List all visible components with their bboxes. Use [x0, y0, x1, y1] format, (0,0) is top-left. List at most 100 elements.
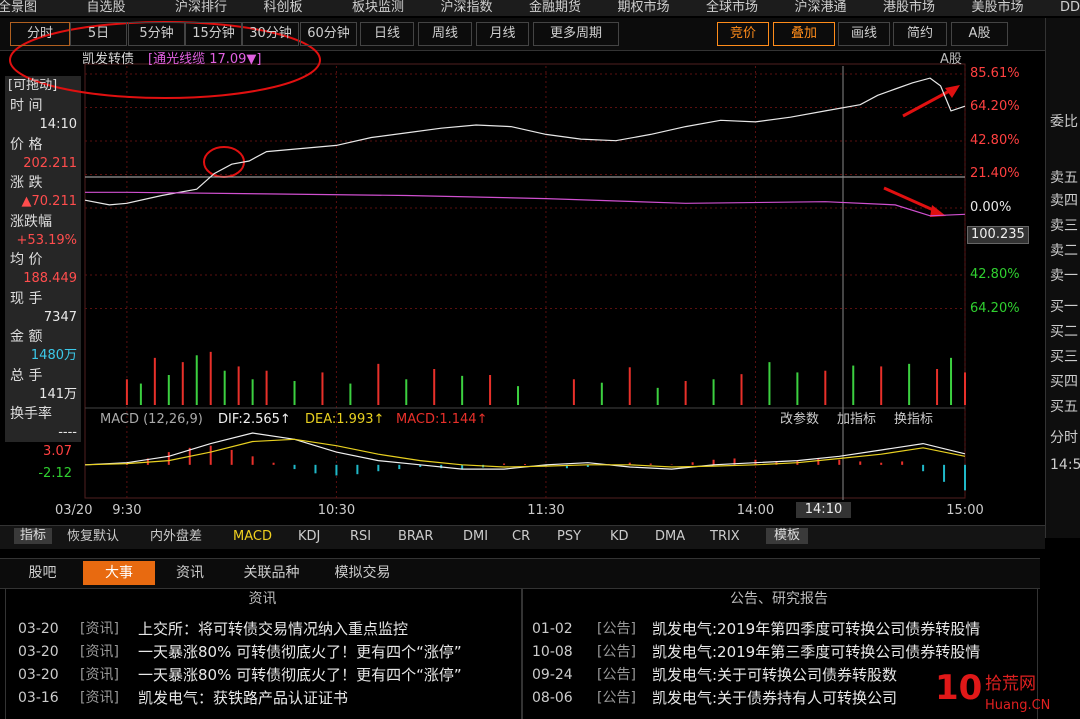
- row-tag[interactable]: [公告]: [597, 667, 636, 683]
- volume-bar: [349, 383, 352, 405]
- period-button[interactable]: 周线: [418, 22, 472, 46]
- macd-button[interactable]: 换指标: [894, 412, 934, 427]
- row-tag[interactable]: [公告]: [597, 621, 636, 637]
- indicator-tab[interactable]: TRIX: [710, 529, 740, 544]
- indicator-tab[interactable]: MACD: [233, 529, 272, 544]
- row-tag[interactable]: [资讯]: [80, 690, 119, 706]
- info-value: 7347: [43, 309, 77, 325]
- indicator-button[interactable]: 指标: [14, 528, 52, 544]
- period-button[interactable]: 更多周期: [533, 22, 619, 46]
- volume-bar: [600, 382, 603, 405]
- menu-item[interactable]: 沪深指数: [440, 0, 493, 15]
- tool-button[interactable]: 画线: [838, 22, 890, 46]
- macd-bar: [335, 464, 338, 476]
- row-text[interactable]: 凯发电气:2019年第三季度可转换公司债券转股情: [652, 644, 981, 660]
- row-text[interactable]: 凯发电气:关于债券持有人可转换公司: [652, 690, 898, 706]
- row-date[interactable]: 09-24: [532, 667, 573, 683]
- tool-button[interactable]: A股: [951, 22, 1008, 46]
- news-tab[interactable]: 模拟交易: [334, 565, 391, 581]
- row-text[interactable]: 凯发电气:2019年第四季度可转换公司债券转股情: [652, 621, 981, 637]
- period-button[interactable]: 5日: [70, 22, 127, 46]
- period-button[interactable]: 分时: [10, 22, 70, 46]
- indicator-tab[interactable]: 内外盘差: [150, 529, 203, 544]
- indicator-tab[interactable]: DMA: [655, 529, 686, 544]
- row-date[interactable]: 03-16: [18, 690, 59, 706]
- menu-item[interactable]: DDE: [1060, 0, 1080, 15]
- indicator-tab[interactable]: CR: [512, 529, 531, 544]
- menu-item[interactable]: 全球市场: [706, 0, 759, 15]
- macd-bar: [544, 464, 547, 467]
- sidebar-label: 买一: [1050, 299, 1078, 315]
- info-value: +53.19%: [16, 232, 77, 248]
- indicator-tab[interactable]: 恢复默认: [67, 529, 120, 544]
- menu-item[interactable]: 板块监测: [352, 0, 405, 15]
- indicator-tab[interactable]: DMI: [463, 529, 489, 544]
- menu-item[interactable]: 科创板: [263, 0, 303, 15]
- row-text[interactable]: 一天暴涨80% 可转债彻底火了！更有四个“涨停”: [138, 644, 462, 660]
- period-button[interactable]: 15分钟: [185, 22, 242, 46]
- volume-bar: [223, 370, 226, 405]
- row-text[interactable]: 一天暴涨80% 可转债彻底火了！更有四个“涨停”: [138, 667, 462, 683]
- news-tab[interactable]: 大事: [83, 561, 155, 585]
- row-tag[interactable]: [资讯]: [80, 644, 119, 660]
- indicator-tab[interactable]: PSY: [557, 529, 582, 544]
- y-tick-label: 85.61%: [970, 65, 1020, 81]
- menu-item[interactable]: 全景图: [0, 0, 38, 15]
- news-tab[interactable]: 资讯: [176, 565, 204, 581]
- menu-item[interactable]: 美股市场: [971, 0, 1024, 15]
- news-tab[interactable]: 关联品种: [243, 565, 300, 581]
- row-text[interactable]: 凯发电气:关于可转换公司债券转股数: [652, 667, 898, 683]
- volume-bar: [628, 367, 631, 405]
- volume-bar: [195, 355, 198, 405]
- row-date[interactable]: 03-20: [18, 667, 59, 683]
- annotation-arrow: [883, 186, 941, 215]
- menu-item[interactable]: 期权市场: [617, 0, 670, 15]
- row-date[interactable]: 08-06: [532, 690, 573, 706]
- tool-button[interactable]: 叠加: [773, 22, 835, 46]
- volume-bar: [950, 357, 953, 405]
- row-tag[interactable]: [公告]: [597, 690, 636, 706]
- indicator-tab[interactable]: KDJ: [298, 529, 321, 544]
- tool-button[interactable]: 竞价: [717, 22, 769, 46]
- template-button[interactable]: 模板: [766, 528, 808, 544]
- menu-item[interactable]: 沪深港通: [794, 0, 847, 15]
- volume-bar: [768, 362, 771, 405]
- row-date[interactable]: 03-20: [18, 644, 59, 660]
- menu-item[interactable]: 金融期货: [529, 0, 582, 15]
- annotation-circle: [203, 146, 245, 178]
- news-tab[interactable]: 股吧: [28, 565, 57, 581]
- indicator-tab[interactable]: RSI: [350, 529, 372, 544]
- period-button[interactable]: 日线: [360, 22, 414, 46]
- row-text[interactable]: 上交所：将可转债交易情况纳入重点监控: [138, 621, 409, 637]
- macd-bar: [733, 458, 736, 465]
- volume-bar: [824, 370, 827, 405]
- period-button[interactable]: 5分钟: [128, 22, 185, 46]
- indicator-tab[interactable]: BRAR: [398, 529, 434, 544]
- y-tick-label: 64.20%: [970, 300, 1020, 316]
- period-button[interactable]: 60分钟: [300, 22, 357, 46]
- info-value: 202.211: [23, 155, 77, 171]
- crosshair-price: 100.235: [967, 226, 1029, 244]
- menu-item[interactable]: 自选股: [86, 0, 126, 15]
- tool-button[interactable]: 简约: [893, 22, 947, 46]
- period-button[interactable]: 30分钟: [242, 22, 299, 46]
- row-date[interactable]: 03-20: [18, 621, 59, 637]
- volume-bar: [461, 375, 464, 405]
- macd-button[interactable]: 加指标: [837, 412, 877, 427]
- volume-bar: [181, 362, 184, 405]
- macd-tick-label: 3.07: [43, 443, 72, 459]
- period-button[interactable]: 月线: [476, 22, 529, 46]
- volume-bar: [293, 381, 296, 405]
- volume-bar: [684, 381, 687, 405]
- menu-item[interactable]: 沪深排行: [175, 0, 228, 15]
- macd-button[interactable]: 改参数: [780, 412, 820, 427]
- row-tag[interactable]: [公告]: [597, 644, 636, 660]
- menu-item[interactable]: 港股市场: [883, 0, 936, 15]
- row-date[interactable]: 10-08: [532, 644, 573, 660]
- indicator-tab[interactable]: KD: [610, 529, 629, 544]
- row-tag[interactable]: [资讯]: [80, 667, 119, 683]
- row-tag[interactable]: [资讯]: [80, 621, 119, 637]
- row-text[interactable]: 凯发电气：获铁路产品认证证书: [138, 690, 349, 706]
- row-date[interactable]: 01-02: [532, 621, 573, 637]
